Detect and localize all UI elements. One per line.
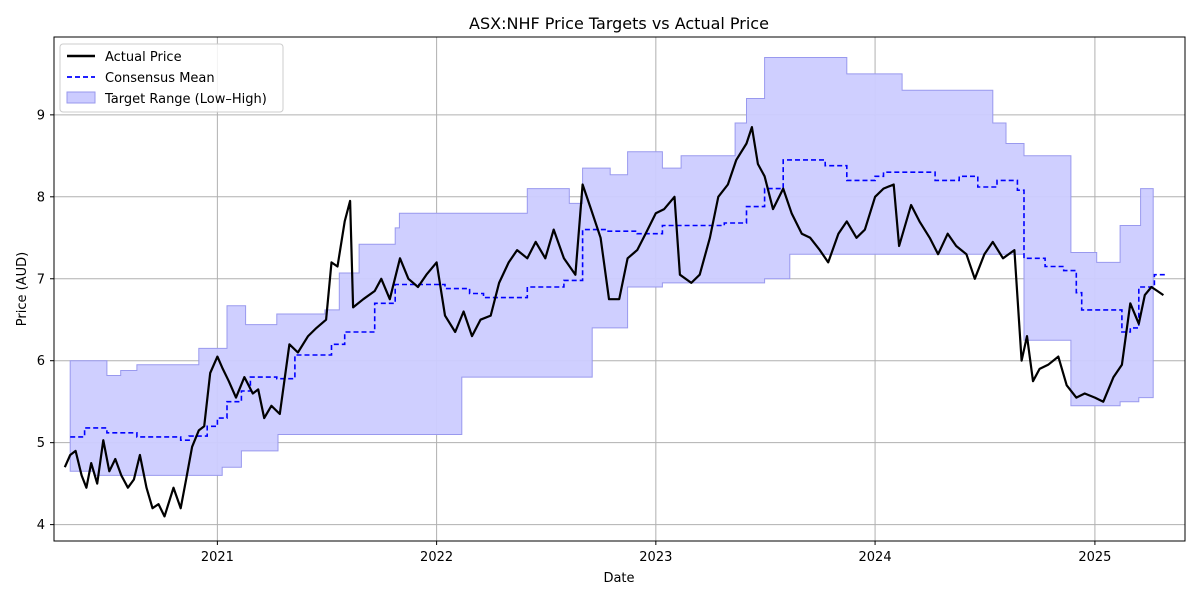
x-axis-ticks: 2021 2022 2023 2024 2025 <box>201 541 1111 565</box>
y-axis-ticks: 4 5 6 7 8 9 <box>37 108 54 533</box>
y-tick-label: 6 <box>37 354 45 369</box>
series-lines <box>63 125 1167 518</box>
x-tick-label: 2021 <box>201 550 234 565</box>
x-axis-label: Date <box>603 571 634 586</box>
legend: Actual Price Consensus Mean Target Range… <box>59 43 284 113</box>
legend-range-swatch <box>66 91 96 104</box>
chart-title: ASX:NHF Price Targets vs Actual Price <box>469 14 769 33</box>
y-tick-label: 4 <box>37 518 45 533</box>
y-tick-label: 5 <box>37 436 45 451</box>
legend-range-label: Target Range (Low–High) <box>104 92 267 107</box>
target-range-area <box>69 57 1154 476</box>
target-range-fill <box>69 57 1154 476</box>
actual-price-line <box>63 125 1165 518</box>
plot-frame <box>53 36 1186 542</box>
legend-actual-label: Actual Price <box>105 50 182 65</box>
consensus-mean-line <box>70 159 1167 442</box>
x-tick-label: 2022 <box>420 550 453 565</box>
y-axis-label: Price (AUD) <box>15 252 30 326</box>
x-tick-label: 2025 <box>1078 550 1111 565</box>
y-tick-label: 7 <box>37 272 45 287</box>
legend-mean-label: Consensus Mean <box>105 71 215 86</box>
y-tick-label: 9 <box>37 108 45 123</box>
y-tick-label: 8 <box>37 190 45 205</box>
legend-box <box>59 43 284 113</box>
x-tick-label: 2023 <box>639 550 672 565</box>
x-tick-label: 2024 <box>859 550 892 565</box>
